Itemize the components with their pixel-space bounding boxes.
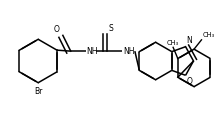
Text: NH: NH [87,47,98,56]
Text: Br: Br [34,87,42,96]
Text: N: N [187,36,192,45]
Text: CH₃: CH₃ [203,32,215,38]
Text: S: S [108,24,113,33]
Text: CH₃: CH₃ [167,40,179,46]
Text: O: O [187,77,192,86]
Text: NH: NH [123,47,135,56]
Text: O: O [54,25,60,34]
